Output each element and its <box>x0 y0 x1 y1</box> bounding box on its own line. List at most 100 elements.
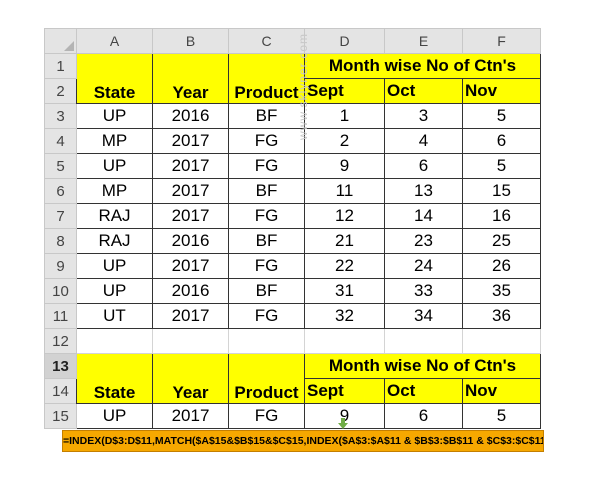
table-cell[interactable]: 2017 <box>152 303 229 329</box>
row-header-9[interactable]: 9 <box>44 253 77 279</box>
row-header-2[interactable]: 2 <box>44 78 77 104</box>
table-cell[interactable]: BF <box>228 278 305 304</box>
table-cell[interactable]: FG <box>228 203 305 229</box>
table-cell[interactable]: 2016 <box>152 228 229 254</box>
cell-sept-header[interactable]: Sept <box>304 78 385 104</box>
table-cell[interactable]: UP <box>76 103 153 129</box>
row-header-11[interactable]: 11 <box>44 303 77 329</box>
table-cell[interactable]: 1 <box>304 103 385 129</box>
table-cell[interactable]: 9 <box>304 153 385 179</box>
table-cell[interactable]: MP <box>76 128 153 154</box>
table-cell[interactable]: FG <box>228 128 305 154</box>
row-header-13[interactable]: 13 <box>44 353 77 379</box>
column-header-c[interactable]: C <box>228 28 305 54</box>
lookup-state-cell[interactable]: UP <box>76 403 153 429</box>
cell-oct-header[interactable]: Oct <box>384 78 463 104</box>
cell-nov-header[interactable]: Nov <box>462 78 541 104</box>
column-header-b[interactable]: B <box>152 28 229 54</box>
table-cell[interactable]: UP <box>76 253 153 279</box>
table-cell[interactable]: 2017 <box>152 203 229 229</box>
table-cell[interactable]: 33 <box>384 278 463 304</box>
select-all-corner[interactable] <box>44 28 77 54</box>
row-header-14[interactable]: 14 <box>44 378 77 404</box>
table-cell[interactable]: 4 <box>384 128 463 154</box>
table-cell[interactable]: RAJ <box>76 228 153 254</box>
table-cell[interactable]: 22 <box>304 253 385 279</box>
table-cell[interactable]: 34 <box>384 303 463 329</box>
column-header-a[interactable]: A <box>76 28 153 54</box>
table-cell[interactable]: 5 <box>462 153 541 179</box>
table-cell[interactable]: 16 <box>462 203 541 229</box>
table-cell[interactable]: 25 <box>462 228 541 254</box>
lookup-product-cell[interactable]: FG <box>228 403 305 429</box>
row-header-3[interactable]: 3 <box>44 103 77 129</box>
row-header-10[interactable]: 10 <box>44 278 77 304</box>
table-cell[interactable]: MP <box>76 178 153 204</box>
table-cell[interactable]: 15 <box>462 178 541 204</box>
table-cell[interactable]: 32 <box>304 303 385 329</box>
empty-cell[interactable] <box>228 328 305 354</box>
table-cell[interactable]: 26 <box>462 253 541 279</box>
table-cell[interactable]: 6 <box>462 128 541 154</box>
table-cell[interactable]: 6 <box>384 153 463 179</box>
cell-year-header[interactable]: Year <box>152 53 229 104</box>
cell-oct-header-2[interactable]: Oct <box>384 378 463 404</box>
column-header-e[interactable]: E <box>384 28 463 54</box>
table-cell[interactable]: 35 <box>462 278 541 304</box>
row-header-15[interactable]: 15 <box>44 403 77 429</box>
row-header-12[interactable]: 12 <box>44 328 77 354</box>
table-cell[interactable]: 24 <box>384 253 463 279</box>
cell-sept-header-2[interactable]: Sept <box>304 378 385 404</box>
table-cell[interactable]: 2017 <box>152 253 229 279</box>
result-nov-cell[interactable]: 5 <box>462 403 541 429</box>
empty-cell[interactable] <box>152 328 229 354</box>
table-cell[interactable]: BF <box>228 103 305 129</box>
cell-state-header-2[interactable]: State <box>76 353 153 404</box>
lookup-year-cell[interactable]: 2017 <box>152 403 229 429</box>
table-cell[interactable]: FG <box>228 303 305 329</box>
column-header-d[interactable]: D <box>304 28 385 54</box>
table-cell[interactable]: 2016 <box>152 103 229 129</box>
table-cell[interactable]: FG <box>228 153 305 179</box>
table-cell[interactable]: UT <box>76 303 153 329</box>
row-header-8[interactable]: 8 <box>44 228 77 254</box>
empty-cell[interactable] <box>384 328 463 354</box>
table-cell[interactable]: 2017 <box>152 128 229 154</box>
table-cell[interactable]: 14 <box>384 203 463 229</box>
cell-year-header-2[interactable]: Year <box>152 353 229 404</box>
empty-cell[interactable] <box>462 328 541 354</box>
column-header-f[interactable]: F <box>462 28 541 54</box>
cell-month-header-2[interactable]: Month wise No of Ctn's <box>304 353 541 379</box>
table-cell[interactable]: 2016 <box>152 278 229 304</box>
result-oct-cell[interactable]: 6 <box>384 403 463 429</box>
table-cell[interactable]: 31 <box>304 278 385 304</box>
empty-cell[interactable] <box>304 328 385 354</box>
table-cell[interactable]: 12 <box>304 203 385 229</box>
table-cell[interactable]: 11 <box>304 178 385 204</box>
table-cell[interactable]: 3 <box>384 103 463 129</box>
empty-cell[interactable] <box>76 328 153 354</box>
row-header-6[interactable]: 6 <box>44 178 77 204</box>
table-cell[interactable]: 21 <box>304 228 385 254</box>
cell-state-header[interactable]: State <box>76 53 153 104</box>
table-cell[interactable]: FG <box>228 253 305 279</box>
table-cell[interactable]: 2017 <box>152 153 229 179</box>
cell-product-header[interactable]: Product <box>228 53 305 104</box>
table-cell[interactable]: UP <box>76 278 153 304</box>
row-header-1[interactable]: 1 <box>44 53 77 79</box>
row-header-4[interactable]: 4 <box>44 128 77 154</box>
table-cell[interactable]: 13 <box>384 178 463 204</box>
table-cell[interactable]: BF <box>228 228 305 254</box>
table-cell[interactable]: RAJ <box>76 203 153 229</box>
table-cell[interactable]: 36 <box>462 303 541 329</box>
cell-nov-header-2[interactable]: Nov <box>462 378 541 404</box>
table-cell[interactable]: BF <box>228 178 305 204</box>
cell-product-header-2[interactable]: Product <box>228 353 305 404</box>
table-cell[interactable]: 23 <box>384 228 463 254</box>
table-cell[interactable]: UP <box>76 153 153 179</box>
table-cell[interactable]: 5 <box>462 103 541 129</box>
table-cell[interactable]: 2017 <box>152 178 229 204</box>
row-header-5[interactable]: 5 <box>44 153 77 179</box>
cell-month-header[interactable]: Month wise No of Ctn's <box>304 53 541 79</box>
table-cell[interactable]: 2 <box>304 128 385 154</box>
